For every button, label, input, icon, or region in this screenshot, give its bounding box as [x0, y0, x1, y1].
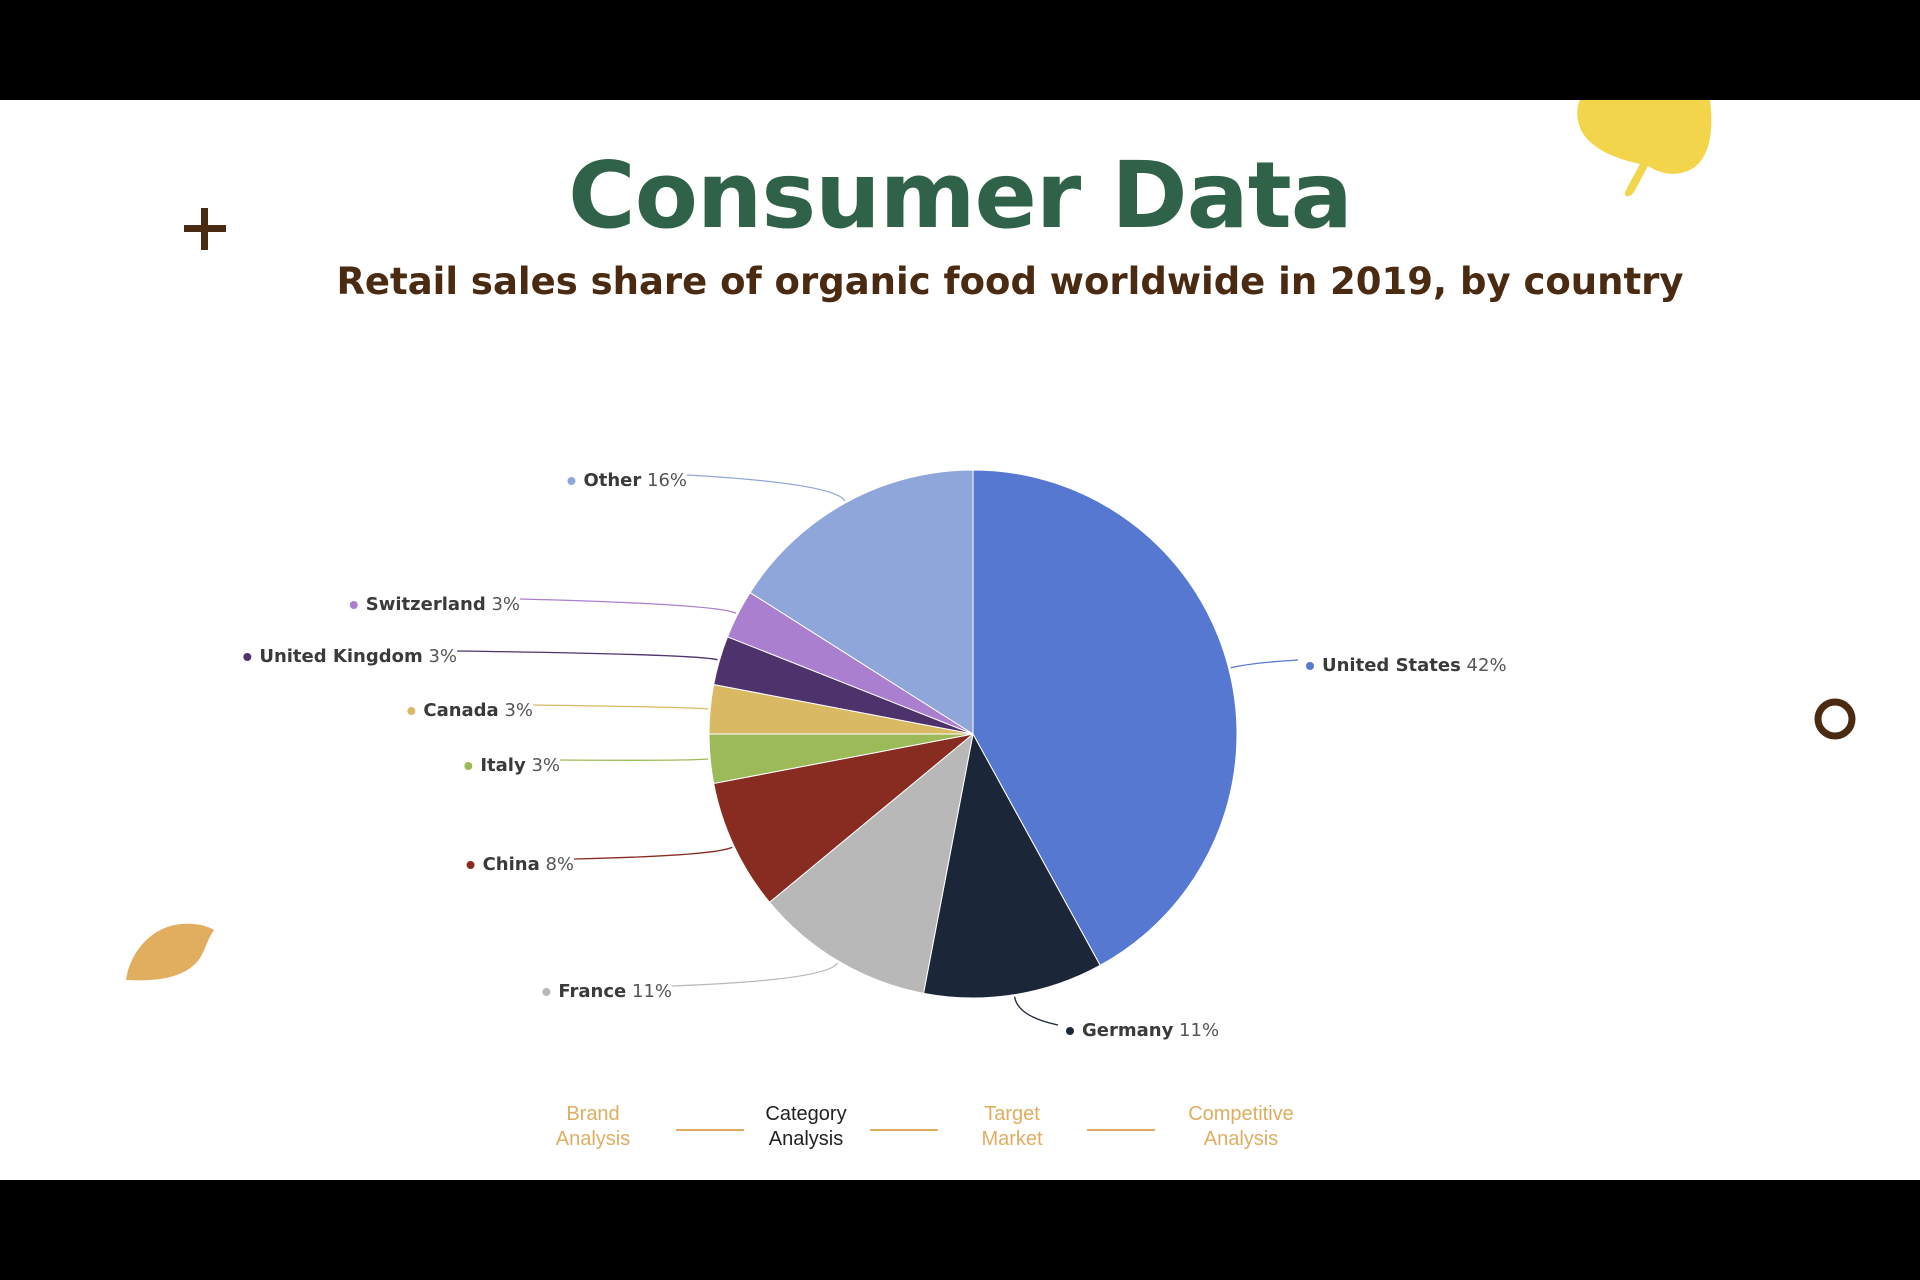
legend-dot: [1306, 662, 1314, 670]
pie-label-value: 3%: [526, 755, 560, 776]
pie-label-germany: Germany 11%: [1066, 1020, 1219, 1041]
pie-label-value: 42%: [1461, 655, 1507, 676]
label-connector: [573, 846, 733, 860]
legend-dot: [466, 861, 475, 869]
page-title: Consumer Data: [568, 142, 1353, 249]
label-connector: [671, 962, 839, 987]
pie-label-name: Italy: [480, 755, 526, 776]
pie-label-name: Switzerland: [366, 594, 486, 615]
nav-divider: [1087, 1129, 1155, 1131]
pie-label-value: 3%: [486, 594, 520, 615]
section-nav: Brand Analysis Category Analysis Target …: [0, 1102, 1920, 1162]
legend-dot: [407, 707, 416, 715]
svg-text:France 11%: France 11%: [558, 981, 672, 1002]
label-connector: [1013, 996, 1059, 1026]
nav-item-brand-analysis[interactable]: Brand Analysis: [555, 1103, 631, 1150]
nav-item-target-market[interactable]: Target Market: [981, 1103, 1043, 1150]
pie-slice-germany[interactable]: [922, 732, 1101, 999]
pie-label-name: United Kingdom: [259, 646, 422, 667]
yellow-leaf-icon: [1577, 100, 1712, 197]
legend-dot: [243, 653, 252, 661]
pie-label-value: 11%: [1173, 1020, 1219, 1041]
legend-dot: [349, 601, 358, 609]
svg-text:Switzerland 3%: Switzerland 3%: [366, 594, 520, 615]
pie-slice-united-states[interactable]: [972, 469, 1238, 967]
label-connector: [456, 650, 718, 661]
pie-label-name: Canada: [423, 700, 498, 721]
label-connector: [1230, 659, 1299, 669]
nav-divider: [676, 1129, 744, 1131]
label-connector: [519, 598, 737, 614]
pie-label-value: 3%: [423, 646, 457, 667]
legend-dot: [567, 477, 576, 485]
pie-label-switzerland: Switzerland 3%: [349, 594, 520, 615]
pie-label-united-kingdom: United Kingdom 3%: [243, 646, 457, 667]
svg-text:United Kingdom 3%: United Kingdom 3%: [259, 646, 457, 667]
pie-label-name: United States: [1322, 655, 1461, 676]
nav-item-category-analysis[interactable]: Category Analysis: [765, 1103, 847, 1150]
svg-text:Other 16%: Other 16%: [583, 470, 687, 491]
svg-text:China 8%: China 8%: [483, 854, 574, 875]
legend-dot: [542, 988, 551, 996]
pie-label-canada: Canada 3%: [407, 700, 533, 721]
pie-label-france: France 11%: [542, 981, 672, 1002]
svg-text:Germany 11%: Germany 11%: [1082, 1020, 1219, 1041]
orange-leaf-icon: [126, 923, 214, 981]
legend-dot: [1066, 1027, 1074, 1035]
pie-label-name: China: [483, 854, 540, 875]
svg-text:Canada 3%: Canada 3%: [423, 700, 533, 721]
pie-label-name: France: [558, 981, 626, 1002]
pie-label-name: Other: [583, 470, 641, 491]
pie-label-value: 16%: [641, 470, 687, 491]
nav-item-competitive-analysis[interactable]: Competitive Analysis: [1188, 1103, 1294, 1150]
pie-label-united-states: United States 42%: [1306, 655, 1507, 676]
pie-label-other: Other 16%: [567, 470, 687, 491]
pie-slice-other[interactable]: [749, 469, 974, 735]
nav-divider: [870, 1129, 938, 1131]
legend-dot: [464, 762, 473, 770]
svg-text:Italy 3%: Italy 3%: [480, 755, 560, 776]
pie-label-name: Germany: [1082, 1020, 1174, 1041]
pie-label-value: 3%: [499, 700, 533, 721]
pie-label-value: 8%: [540, 854, 574, 875]
label-connector: [559, 758, 709, 761]
plus-icon: [184, 208, 226, 250]
pie-label-china: China 8%: [466, 854, 574, 875]
label-connector: [532, 704, 709, 710]
pie-slice-china[interactable]: [713, 733, 974, 903]
pie-label-italy: Italy 3%: [464, 755, 560, 776]
ring-icon: [1814, 698, 1856, 740]
pie-chart: United States 42%Germany 11%France 11%Ch…: [243, 469, 1507, 1041]
pie-slice-france[interactable]: [768, 732, 974, 994]
svg-text:United States 42%: United States 42%: [1322, 655, 1507, 676]
pie-label-value: 11%: [626, 981, 672, 1002]
label-connector: [686, 474, 846, 502]
chart-subtitle: Retail sales share of organic food world…: [336, 260, 1684, 303]
slide: Consumer Data Retail sales share of orga…: [0, 100, 1920, 1180]
